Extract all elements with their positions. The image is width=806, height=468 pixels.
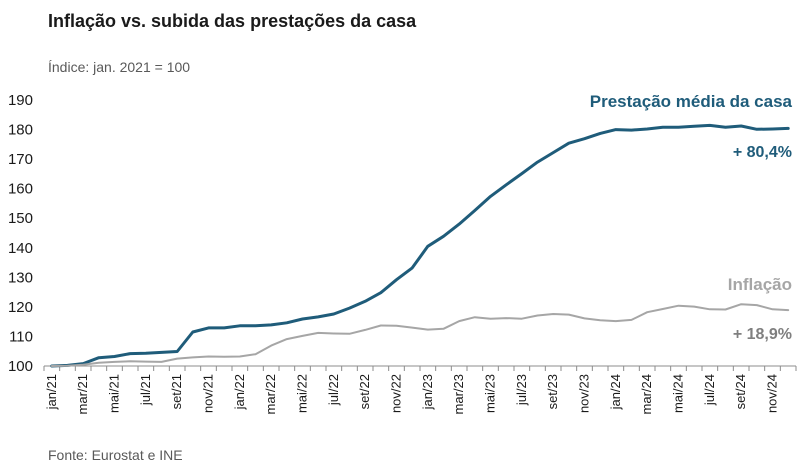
chart-subtitle: Índice: jan. 2021 = 100: [48, 59, 190, 75]
x-axis: jan/21 mar/21 mai/21 jul/21 set/21 nov/21 jan/…: [43, 365, 797, 414]
x-tick-label: mar/21: [75, 374, 90, 414]
x-tick-label: jul/23: [514, 374, 529, 406]
x-tick-label: jan/21: [44, 374, 59, 410]
x-tick-label: jul/22: [326, 374, 341, 406]
y-tick-label: 170: [8, 151, 33, 168]
y-tick-label: 140: [8, 240, 33, 257]
y-tick-label: 180: [8, 122, 33, 139]
x-tick-label: set/23: [545, 374, 560, 409]
x-tick-label: nov/22: [389, 374, 404, 413]
x-tick-label: set/24: [733, 374, 748, 409]
y-axis: 100 110 120 130 140 150 160 170 180 190: [8, 92, 33, 375]
annotation-prestacao-change: + 80,4%: [733, 144, 792, 161]
x-tick-label: jan/23: [420, 374, 435, 410]
y-tick-label: 120: [8, 299, 33, 316]
x-tick-label: mar/23: [451, 374, 466, 414]
series-lines: [50, 123, 790, 368]
y-tick-label: 150: [8, 210, 33, 227]
y-tick-label: 160: [8, 181, 33, 198]
x-tick-label: mar/22: [263, 374, 278, 414]
x-tick-label: mai/21: [107, 374, 122, 413]
x-tick-label: set/21: [169, 374, 184, 409]
chart-title: Inflação vs. subida das prestações da ca…: [48, 11, 417, 31]
x-tick-label: nov/21: [201, 374, 216, 413]
x-tick-label: nov/24: [765, 374, 780, 413]
x-tick-label: mai/23: [483, 374, 498, 413]
series-line-prestacao: [50, 123, 790, 368]
y-tick-label: 130: [8, 269, 33, 286]
y-tick-label: 190: [8, 92, 33, 109]
x-tick-label: set/22: [357, 374, 372, 409]
x-tick-label: jan/24: [608, 374, 623, 410]
x-tick-label: jul/24: [702, 374, 717, 406]
y-tick-label: 110: [9, 328, 33, 345]
x-tick-label: mai/24: [671, 374, 686, 413]
x-tick-label: mai/22: [295, 374, 310, 413]
series-label-inflacao: Inflação: [728, 275, 792, 294]
y-tick-label: 100: [8, 358, 33, 375]
x-tick-label: nov/23: [577, 374, 592, 413]
annotation-inflacao-change: + 18,9%: [733, 326, 792, 343]
x-tick-label: jan/22: [232, 374, 247, 410]
x-tick-label: jul/21: [138, 374, 153, 406]
chart-source: Fonte: Eurostat e INE: [48, 447, 183, 463]
series-line-inflacao: [50, 303, 790, 367]
series-label-prestacao: Prestação média da casa: [590, 92, 793, 111]
x-tick-label: mar/24: [639, 374, 654, 414]
